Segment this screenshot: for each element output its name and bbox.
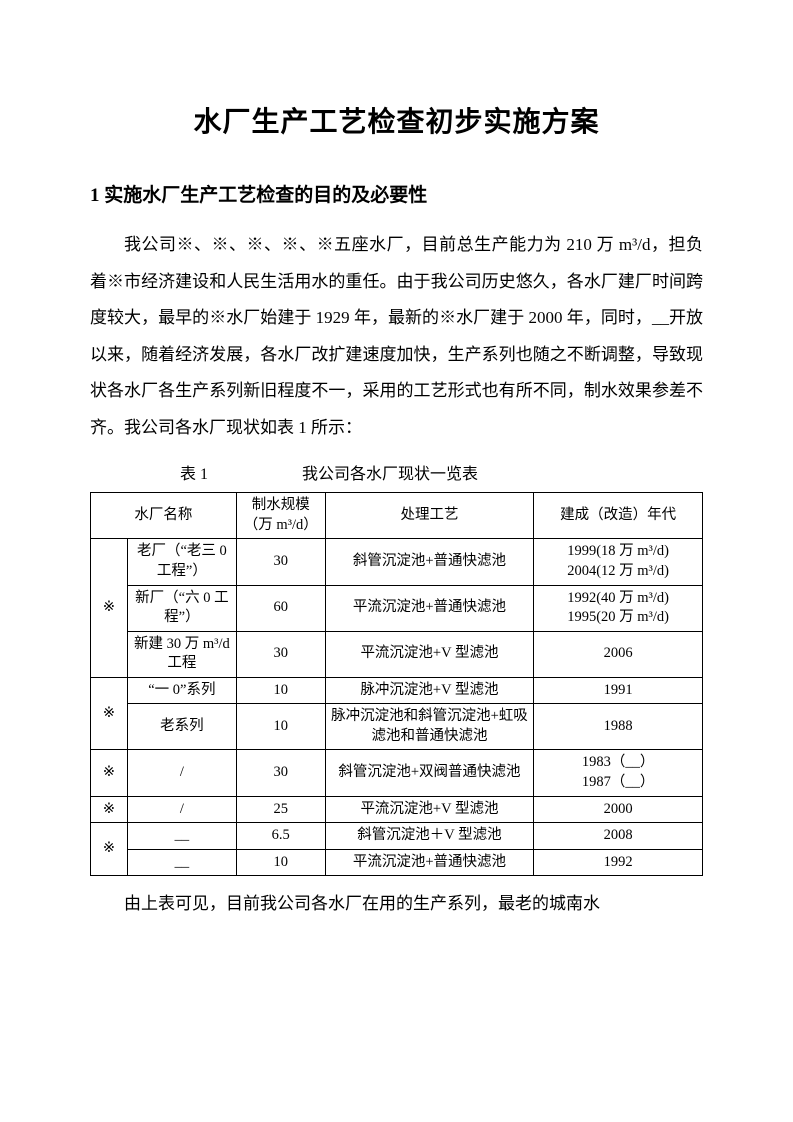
cell-cap: 30 xyxy=(236,539,325,585)
cell-sub: / xyxy=(127,796,236,823)
table-row: 老系列 10 脉冲沉淀池和斜管沉淀池+虹吸滤池和普通快滤池 1988 xyxy=(91,704,703,750)
cell-year: 1983（__）1987（__） xyxy=(534,750,703,796)
cell-year: 2006 xyxy=(534,631,703,677)
cell-proc: 脉冲沉淀池和斜管沉淀池+虹吸滤池和普通快滤池 xyxy=(325,704,534,750)
cell-cap: 10 xyxy=(236,849,325,876)
cell-proc: 平流沉淀池+V 型滤池 xyxy=(325,796,534,823)
col-year: 建成（改造）年代 xyxy=(534,493,703,539)
cell-cap: 30 xyxy=(236,750,325,796)
col-process: 处理工艺 xyxy=(325,493,534,539)
table-row: ※ __ 6.5 斜管沉淀池＋V 型滤池 2008 xyxy=(91,823,703,850)
table-row: 新建 30 万 m³/d 工程 30 平流沉淀池+V 型滤池 2006 xyxy=(91,631,703,677)
cell-year: 1988 xyxy=(534,704,703,750)
cell-plant: ※ xyxy=(91,677,128,750)
table-row: ※ / 25 平流沉淀池+V 型滤池 2000 xyxy=(91,796,703,823)
cell-cap: 30 xyxy=(236,631,325,677)
cell-plant: ※ xyxy=(91,823,128,876)
cell-year: 2000 xyxy=(534,796,703,823)
document-page: 水厂生产工艺检查初步实施方案 1 实施水厂生产工艺检查的目的及必要性 我公司※、… xyxy=(0,0,793,1122)
table-row: 新厂（“六 0 工程”） 60 平流沉淀池+普通快滤池 1992(40 万 m³… xyxy=(91,585,703,631)
cell-plant: ※ xyxy=(91,796,128,823)
cell-proc: 平流沉淀池+普通快滤池 xyxy=(325,585,534,631)
table-caption: 表 1 我公司各水厂现状一览表 xyxy=(90,460,703,484)
table-row: ※ / 30 斜管沉淀池+双阀普通快滤池 1983（__）1987（__） xyxy=(91,750,703,796)
cell-proc: 斜管沉淀池+双阀普通快滤池 xyxy=(325,750,534,796)
cell-year: 1992 xyxy=(534,849,703,876)
cell-sub: “一 0”系列 xyxy=(127,677,236,704)
cell-year: 1992(40 万 m³/d)1995(20 万 m³/d) xyxy=(534,585,703,631)
table-header-row: 水厂名称 制水规模（万 m³/d） 处理工艺 建成（改造）年代 xyxy=(91,493,703,539)
cell-sub: 新厂（“六 0 工程”） xyxy=(127,585,236,631)
cell-plant: ※ xyxy=(91,539,128,677)
plant-status-table: 水厂名称 制水规模（万 m³/d） 处理工艺 建成（改造）年代 ※ 老厂（“老三… xyxy=(90,492,703,876)
col-plant-name: 水厂名称 xyxy=(91,493,237,539)
table-row: __ 10 平流沉淀池+普通快滤池 1992 xyxy=(91,849,703,876)
paragraph: 我公司※、※、※、※、※五座水厂，目前总生产能力为 210 万 m³/d，担负着… xyxy=(90,227,703,446)
cell-sub: __ xyxy=(127,849,236,876)
cell-year: 1991 xyxy=(534,677,703,704)
section-heading: 1 实施水厂生产工艺检查的目的及必要性 xyxy=(90,180,703,207)
cell-proc: 斜管沉淀池＋V 型滤池 xyxy=(325,823,534,850)
cell-sub: / xyxy=(127,750,236,796)
document-title: 水厂生产工艺检查初步实施方案 xyxy=(90,100,703,140)
cell-cap: 6.5 xyxy=(236,823,325,850)
cell-sub: 新建 30 万 m³/d 工程 xyxy=(127,631,236,677)
cell-plant: ※ xyxy=(91,750,128,796)
cell-proc: 平流沉淀池+普通快滤池 xyxy=(325,849,534,876)
cell-year: 1999(18 万 m³/d)2004(12 万 m³/d) xyxy=(534,539,703,585)
cell-cap: 60 xyxy=(236,585,325,631)
col-capacity: 制水规模（万 m³/d） xyxy=(236,493,325,539)
cell-sub: 老系列 xyxy=(127,704,236,750)
cell-proc: 平流沉淀池+V 型滤池 xyxy=(325,631,534,677)
cell-sub: __ xyxy=(127,823,236,850)
cell-proc: 脉冲沉淀池+V 型滤池 xyxy=(325,677,534,704)
cell-cap: 25 xyxy=(236,796,325,823)
cell-year: 2008 xyxy=(534,823,703,850)
cell-cap: 10 xyxy=(236,677,325,704)
cell-cap: 10 xyxy=(236,704,325,750)
cell-proc: 斜管沉淀池+普通快滤池 xyxy=(325,539,534,585)
paragraph: 由上表可见，目前我公司各水厂在用的生产系列，最老的城南水 xyxy=(90,886,703,923)
cell-sub: 老厂（“老三 0 工程”） xyxy=(127,539,236,585)
table-row: ※ 老厂（“老三 0 工程”） 30 斜管沉淀池+普通快滤池 1999(18 万… xyxy=(91,539,703,585)
caption-label: 表 1 xyxy=(180,460,208,484)
caption-text: 我公司各水厂现状一览表 xyxy=(302,460,478,484)
table-row: ※ “一 0”系列 10 脉冲沉淀池+V 型滤池 1991 xyxy=(91,677,703,704)
